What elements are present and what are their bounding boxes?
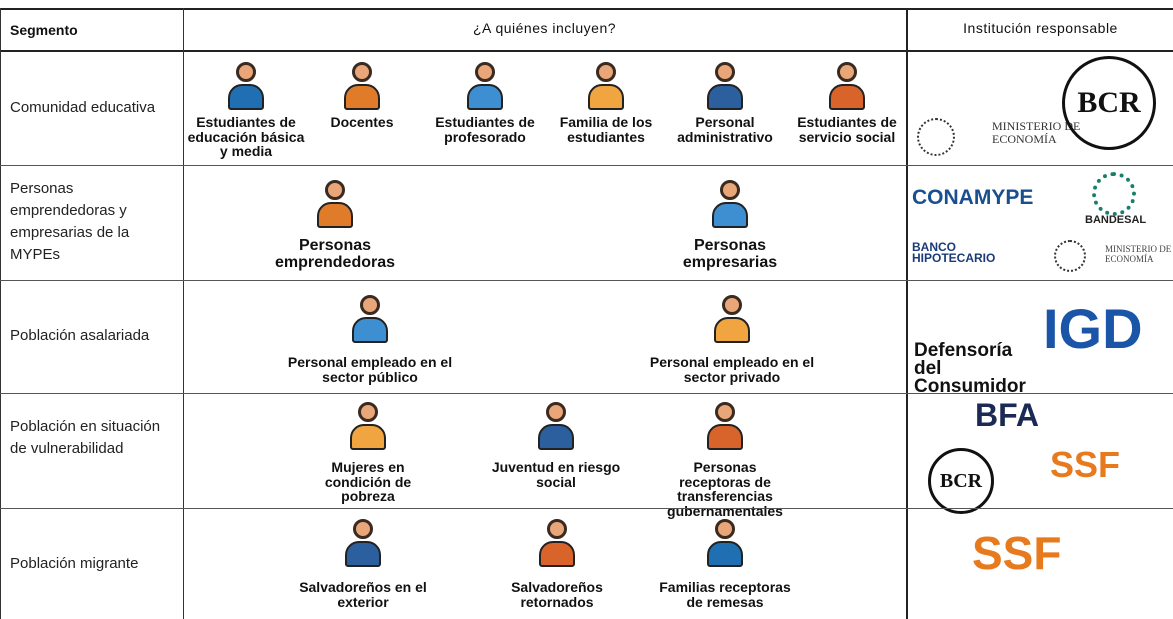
institution-logo: BFA — [975, 397, 1039, 433]
icon-body — [714, 317, 750, 343]
icon-body — [350, 424, 386, 450]
person-label: Personal empleado en el sector público — [287, 354, 453, 385]
row-border — [0, 393, 1173, 394]
institution-logo: Defensoría del Consumidor — [914, 340, 1026, 398]
person-label: Estudiantes de servicio social — [797, 114, 897, 145]
table-border — [0, 8, 1173, 10]
person-label: Familia de los estudiantes — [559, 114, 653, 145]
person-label: Familias receptoras de remesas — [659, 579, 791, 610]
institution-logo: IGD — [1043, 297, 1143, 360]
person-icon — [313, 178, 357, 230]
header-border — [0, 50, 1173, 52]
segment-cell: Población asalariada — [10, 327, 150, 344]
person-icon — [825, 60, 869, 112]
person-icon — [348, 293, 392, 345]
person-icon — [340, 60, 384, 112]
icon-body — [352, 317, 388, 343]
icon-head — [353, 519, 373, 539]
institution-logo: BANCO HIPOTECARIO — [912, 240, 996, 265]
icon-body — [539, 541, 575, 567]
person-icon — [710, 293, 754, 345]
icon-body — [712, 202, 748, 228]
person-label: Personas receptoras de transferencias gu… — [667, 459, 783, 520]
icon-head — [547, 519, 567, 539]
icon-head — [352, 62, 372, 82]
icon-body — [588, 84, 624, 110]
table-border — [0, 8, 1, 619]
icon-head — [715, 519, 735, 539]
icon-head — [360, 295, 380, 315]
row-border — [0, 508, 1173, 509]
header-cell: Institución responsable — [963, 20, 1118, 36]
institution-logo: MINISTERIO DE ECONOMÍA — [992, 119, 1081, 147]
person-label: Personal administrativo — [677, 114, 773, 145]
person-label: Personas emprendedoras — [274, 237, 396, 271]
icon-body — [707, 84, 743, 110]
icon-head — [837, 62, 857, 82]
segment-cell: Personas emprendedoras y empresarias de … — [10, 180, 130, 263]
icon-head — [715, 62, 735, 82]
person-label: Salvadoreños en el exterior — [299, 579, 427, 610]
person-icon — [703, 400, 747, 452]
institution-logo: CONAMYPE — [912, 186, 1034, 209]
icon-head — [475, 62, 495, 82]
person-label: Estudiantes de educación básica y media — [187, 114, 305, 160]
header-cell: ¿A quiénes incluyen? — [472, 20, 617, 36]
seal — [917, 118, 955, 156]
person-icon — [341, 517, 385, 569]
icon-body — [538, 424, 574, 450]
icon-head — [358, 402, 378, 422]
person-icon — [224, 60, 268, 112]
institution-logo: MINISTERIO DE ECONOMÍA — [1105, 244, 1172, 264]
row-border — [0, 280, 1173, 281]
person-label: Personal empleado en el sector privado — [649, 354, 815, 385]
person-icon — [534, 400, 578, 452]
institution-logo: SSF — [1050, 444, 1121, 485]
person-label: Docentes — [330, 114, 394, 130]
icon-head — [715, 402, 735, 422]
institution-logo: BANDESAL — [1085, 214, 1147, 226]
segment-cell: Población en situación de vulnerabilidad — [10, 418, 161, 457]
logo-ring: BCR — [928, 448, 994, 514]
person-label: Juventud en riesgo social — [491, 459, 621, 490]
icon-body — [345, 541, 381, 567]
icon-head — [722, 295, 742, 315]
icon-body — [467, 84, 503, 110]
logo-ring: BCR — [1062, 56, 1156, 150]
icon-body — [707, 424, 743, 450]
icon-body — [228, 84, 264, 110]
seal — [1092, 172, 1136, 216]
institution-logo: SSF — [972, 527, 1062, 579]
segment-cell: Comunidad educativa — [10, 99, 156, 116]
icon-body — [707, 541, 743, 567]
row-border — [0, 165, 1173, 166]
segment-cell: Población migrante — [10, 555, 139, 572]
icon-body — [344, 84, 380, 110]
person-label: Estudiantes de profesorado — [435, 114, 535, 145]
icon-head — [546, 402, 566, 422]
person-icon — [708, 178, 752, 230]
column-border — [906, 8, 908, 619]
icon-body — [317, 202, 353, 228]
icon-head — [720, 180, 740, 200]
icon-head — [596, 62, 616, 82]
person-icon — [463, 60, 507, 112]
icon-body — [829, 84, 865, 110]
column-border — [183, 8, 184, 619]
person-icon — [535, 517, 579, 569]
person-label: Salvadoreños retornados — [511, 579, 603, 610]
icon-head — [236, 62, 256, 82]
seal — [1054, 240, 1086, 272]
person-icon — [703, 60, 747, 112]
icon-head — [325, 180, 345, 200]
person-label: Personas empresarias — [682, 237, 778, 271]
person-label: Mujeres en condición de pobreza — [324, 459, 412, 505]
person-icon — [346, 400, 390, 452]
header-cell: Segmento — [10, 22, 78, 38]
person-icon — [584, 60, 628, 112]
person-icon — [703, 517, 747, 569]
